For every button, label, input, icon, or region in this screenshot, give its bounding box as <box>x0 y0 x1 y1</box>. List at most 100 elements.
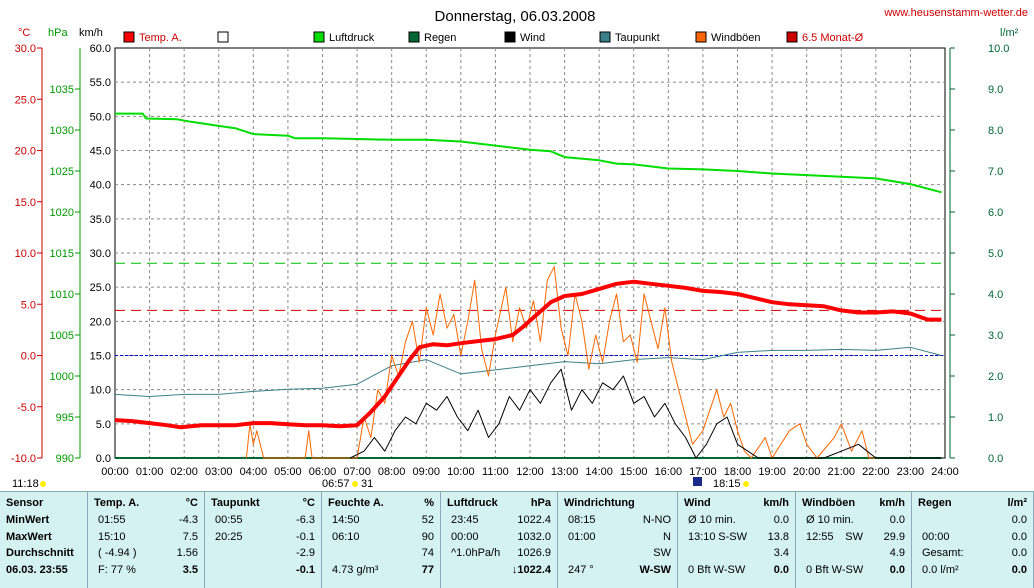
rain-tick-label: 3.0 <box>988 330 1003 342</box>
table-column: Taupunkt °C 00:55 -6.3 20:25 -0.1 -2.9 -0.1 <box>205 492 322 588</box>
chart-axes: 60.0 55.0 50.0 45.0 40.0 35.0 30.0 25.0 20.0 15.0… <box>11 43 1010 478</box>
table-cell: 14:50 <box>332 514 360 526</box>
time-tick-label: 22:00 <box>862 466 890 478</box>
time-tick-label: 04:00 <box>240 466 268 478</box>
table-cell: -2.9 <box>296 547 315 559</box>
legend-label: Windböen <box>711 32 761 44</box>
time-tick-label: 24:00 <box>931 466 959 478</box>
speed-tick-label: 30.0 <box>90 248 111 260</box>
table-cell: Wind <box>684 497 711 509</box>
table-cell: 52 <box>421 514 434 526</box>
table-cell: 0.0 <box>889 563 905 576</box>
table-cell: 29.9 <box>883 530 905 543</box>
legend-label: Temp. A. <box>139 32 182 44</box>
table-cell: Ø 10 min. <box>806 514 854 526</box>
pressure-tick-label: 1035 <box>50 84 74 96</box>
time-tick-label: 12:00 <box>516 466 544 478</box>
speed-tick-label: 25.0 <box>90 282 111 294</box>
table-cell: 15:10 <box>98 530 126 543</box>
table-cell: km/h <box>879 497 905 509</box>
table-cell: SW <box>653 547 671 559</box>
pressure-tick-label: 1010 <box>50 289 74 301</box>
table-cell: 20:25 <box>215 530 243 543</box>
table-cell: 0.0 <box>773 563 789 576</box>
table-cell: 1022.4 <box>517 514 551 526</box>
time-tick-label: 16:00 <box>655 466 683 478</box>
sunset-sun-icon <box>743 481 749 487</box>
time-tick-label: 15:00 <box>620 466 648 478</box>
table-cell: 0 Bft W-SW <box>688 563 746 576</box>
table-cell: ↓1022.4 <box>511 563 551 576</box>
legend-label: Taupunkt <box>615 32 660 44</box>
table-cell: 4.9 <box>889 547 905 559</box>
pressure-tick-label: 1000 <box>50 371 74 383</box>
table-cell: 0.0 <box>1011 530 1027 543</box>
moonset-time: 11:18 <box>12 478 39 490</box>
table-cell: 0.0 <box>773 514 789 526</box>
temp-tick-label: 15.0 <box>15 197 36 209</box>
rain-tick-label: 1.0 <box>988 412 1003 424</box>
time-tick-label: 00:00 <box>101 466 129 478</box>
site-link[interactable]: www.heusenstamm-wetter.de <box>883 7 1028 19</box>
time-tick-label: 23:00 <box>897 466 925 478</box>
rain-tick-label: 6.0 <box>988 207 1003 219</box>
pressure-tick-label: 990 <box>56 453 74 465</box>
table-cell: 3.4 <box>773 547 789 559</box>
chart-grid <box>114 47 946 459</box>
legend-label: Luftdruck <box>329 32 375 44</box>
time-tick-label: 11:00 <box>482 466 509 478</box>
time-tick-label: 01:00 <box>136 466 164 478</box>
pressure-tick-label: 1005 <box>50 330 74 342</box>
sensor-table: Sensor MinWert MaxWert Durchschnitt 06.03. 2… <box>0 491 1034 588</box>
speed-tick-label: 40.0 <box>90 180 111 192</box>
table-cell: °C <box>302 497 315 509</box>
table-cell: Taupunkt <box>211 497 260 509</box>
table-cell: N-NO <box>642 514 671 526</box>
chart-legend: Temp. A. Luftdruck Regen Wind Taupunkt Windbö… <box>123 31 864 44</box>
sunrise-time: 06:57 <box>322 478 350 490</box>
speed-unit: km/h <box>79 27 103 39</box>
sun-markers: 11:18 06:57 31 18:15 <box>12 477 749 490</box>
time-tick-label: 07:00 <box>343 466 371 478</box>
pressure-tick-label: 1020 <box>50 207 74 219</box>
speed-tick-label: 5.0 <box>96 419 111 431</box>
moon-icon <box>40 481 46 487</box>
table-cell: N <box>663 530 671 543</box>
sunset-icon <box>693 477 702 486</box>
rain-tick-label: 10.0 <box>988 43 1009 55</box>
temp-tick-label: 5.0 <box>21 299 36 311</box>
legend-label: Regen <box>424 32 456 44</box>
table-cell: 1026.9 <box>517 547 551 559</box>
time-tick-label: 02:00 <box>170 466 198 478</box>
time-tick-label: 14:00 <box>585 466 613 478</box>
temp-tick-label: 30.0 <box>15 43 36 55</box>
table-cell: Temp. A. <box>94 497 140 509</box>
sunrise-icon <box>352 481 358 487</box>
table-cell: 247 ° <box>568 563 594 576</box>
legend-swatch <box>123 31 135 43</box>
table-cell: W-SW <box>639 563 671 576</box>
table-cell: 00:00 <box>451 530 479 543</box>
table-cell: 77 <box>421 563 434 576</box>
legend-swatch <box>695 31 707 43</box>
temp-unit: °C <box>18 27 30 39</box>
rain-unit: l/m² <box>1000 27 1019 39</box>
series-temp-a-line <box>114 279 942 430</box>
rain-tick-label: 5.0 <box>988 248 1003 260</box>
pressure-tick-label: 1030 <box>50 125 74 137</box>
time-tick-label: 09:00 <box>412 466 440 478</box>
time-tick-label: 05:00 <box>274 466 302 478</box>
weather-chart: Donnerstag, 06.03.2008 www.heusenstamm-w… <box>11 7 1028 490</box>
speed-tick-label: 55.0 <box>90 77 111 89</box>
legend-label: Wind <box>520 32 545 44</box>
series-wind-line <box>349 368 942 459</box>
rain-tick-label: 9.0 <box>988 84 1003 96</box>
table-cell: °C <box>185 497 198 509</box>
time-tick-label: 17:00 <box>689 466 717 478</box>
time-tick-label: 19:00 <box>758 466 786 478</box>
table-cell: ( -4.94 ) <box>98 547 137 559</box>
table-cell: 7.5 <box>182 530 198 543</box>
chart-title: Donnerstag, 06.03.2008 <box>435 8 596 25</box>
table-cell: 3.5 <box>182 563 198 576</box>
table-cell: 00:55 <box>215 514 243 526</box>
